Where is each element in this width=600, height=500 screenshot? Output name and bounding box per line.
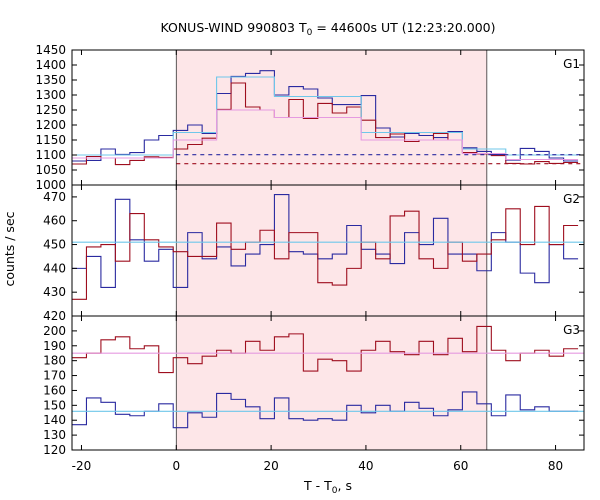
panel-g1-y-tick-label: 1000: [35, 178, 66, 192]
panel-g1-y-tick-label: 1250: [35, 103, 66, 117]
panel-g3-y-tick-label: 160: [43, 383, 66, 397]
x-tick-label: 40: [358, 459, 373, 473]
panel-g3-y-tick-label: 140: [43, 413, 66, 427]
panel-g1-y-tick-label: 1300: [35, 88, 66, 102]
x-tick-label: 20: [263, 459, 278, 473]
panel-g3-y-tick-label: 200: [43, 324, 66, 338]
panel-g2-y-tick-label: 450: [43, 238, 66, 252]
panel-g3-y-tick-label: 190: [43, 339, 66, 353]
panel-g2-y-tick-label: 430: [43, 285, 66, 299]
panel-g1-y-tick-label: 1150: [35, 133, 66, 147]
panel-g3-label: G3: [563, 323, 580, 337]
panel-g3-y-tick-label: 120: [43, 443, 66, 457]
x-tick-label: 80: [548, 459, 563, 473]
plot-area: 1000105011001150120012501300135014001450…: [35, 43, 585, 473]
panel-g3-frame: [71, 315, 585, 451]
panel-g2-label: G2: [563, 192, 580, 206]
panel-g1-y-tick-label: 1350: [35, 73, 66, 87]
burst-interval-highlight: [176, 50, 487, 450]
panel-g1-y-tick-label: 1050: [35, 163, 66, 177]
panel-g1-y-tick-label: 1100: [35, 148, 66, 162]
panel-g3-series-blue-step: [72, 391, 579, 429]
y-axis-label: counts / sec: [2, 211, 17, 286]
panel-g3-series-red-step: [72, 325, 579, 374]
panel-g2-y-tick-label: 420: [43, 309, 66, 323]
panel-g1-series-pink-step: [72, 109, 579, 161]
panel-g2-y-tick-label: 440: [43, 261, 66, 275]
x-tick-label: -20: [72, 459, 92, 473]
panel-g1-series-cyan-step: [72, 76, 579, 156]
panel-g1-y-tick-label: 1200: [35, 118, 66, 132]
panel-g2-y-tick-label: 470: [43, 190, 66, 204]
panel-g3-y-tick-label: 180: [43, 354, 66, 368]
chart-title: KONUS-WIND 990803 T0 = 44600s UT (12:23:…: [160, 20, 495, 38]
panel-g3-y-tick-label: 170: [43, 369, 66, 383]
panel-g1-label: G1: [563, 57, 580, 71]
panel-g3-y-tick-label: 130: [43, 428, 66, 442]
panel-g3-y-tick-label: 150: [43, 398, 66, 412]
panel-g2-y-tick-label: 460: [43, 214, 66, 228]
x-tick-label: 60: [453, 459, 468, 473]
panel-g1-y-tick-label: 1450: [35, 43, 66, 57]
panel-g1-y-tick-label: 1400: [35, 58, 66, 72]
x-tick-label: 0: [172, 459, 180, 473]
x-axis-label: T - T0, s: [303, 478, 352, 496]
